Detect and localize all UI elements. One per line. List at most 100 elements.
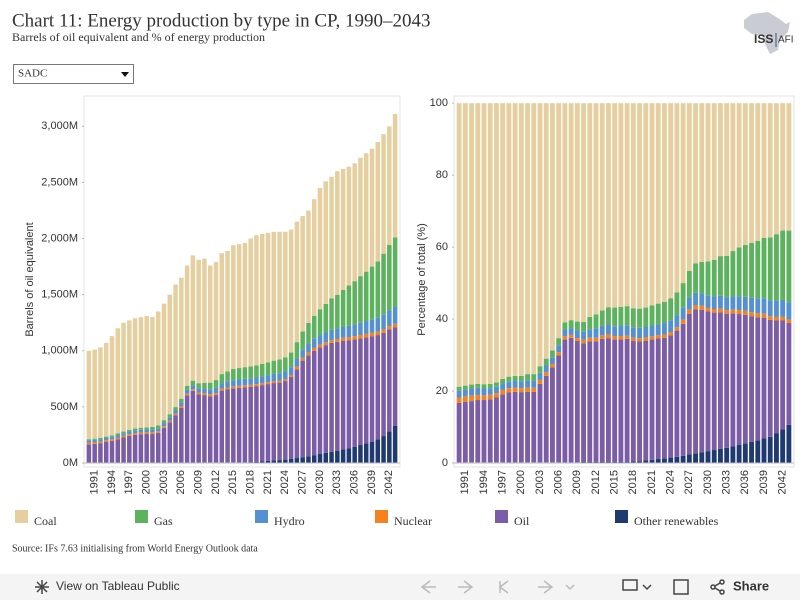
bar-segment: [512, 391, 518, 463]
bar-segment: [780, 103, 786, 231]
bar-segment: [500, 394, 506, 463]
bar-segment: [311, 347, 317, 351]
y-tick-label: 500M: [50, 401, 78, 413]
bar-segment: [109, 336, 115, 436]
bar-segment: [649, 339, 655, 460]
bar-segment: [742, 296, 748, 311]
bar-segment: [556, 345, 562, 353]
bar-segment: [173, 413, 178, 416]
bar-segment: [574, 321, 580, 331]
bar-segment: [363, 337, 369, 444]
bar-segment: [86, 439, 92, 441]
bar-segment: [668, 457, 674, 463]
bar-segment: [649, 103, 655, 306]
region-dropdown[interactable]: [13, 64, 134, 84]
bar-segment: [190, 385, 196, 390]
bar-segment: [271, 381, 277, 384]
bar-segment: [767, 300, 773, 317]
bar-segment: [568, 103, 574, 321]
x-tick-label: 2009: [571, 470, 583, 494]
bar-segment: [767, 316, 773, 320]
bar-segment: [375, 335, 381, 440]
bar-segment: [219, 374, 225, 384]
bar-segment: [668, 320, 674, 333]
bar-segment: [346, 285, 352, 326]
dropdown-arrow[interactable]: [121, 72, 129, 77]
bar-segment: [363, 153, 369, 272]
history-controls[interactable]: [420, 580, 575, 594]
bar-segment: [736, 296, 742, 311]
bar-segment: [624, 338, 630, 462]
bar-segment: [294, 458, 300, 463]
bar-segment: [231, 368, 236, 381]
bar-segment: [219, 383, 225, 389]
bar-segment: [705, 261, 711, 296]
view-on-tableau[interactable]: View on Tableau Public: [56, 579, 180, 593]
bar-segment: [213, 262, 219, 381]
bar-segment: [225, 387, 230, 390]
bar-segment: [300, 357, 305, 361]
bar-segment: [219, 388, 225, 391]
logo-map: [744, 12, 790, 54]
share-controls[interactable]: [622, 579, 725, 595]
tableau-icon[interactable]: [35, 580, 49, 594]
x-tick-label: 2030: [702, 470, 714, 494]
bar-segment: [381, 332, 386, 437]
x-tick-label: 2000: [515, 470, 527, 494]
bar-segment: [271, 373, 277, 382]
x-tick-label: 2000: [141, 470, 153, 494]
bar-segment: [283, 459, 288, 463]
bar-segment: [207, 265, 213, 383]
legend-swatch: [135, 510, 148, 523]
bar-segment: [556, 355, 562, 463]
dropdown-value[interactable]: SADC: [18, 68, 47, 80]
bar-segment: [115, 433, 121, 436]
bar-segment: [668, 332, 674, 336]
bar-segment: [329, 298, 334, 330]
bar-segment: [537, 372, 543, 380]
bar-segment: [109, 435, 115, 437]
bar-segment: [711, 103, 717, 260]
bar-segment: [352, 336, 357, 340]
bar-segment: [606, 338, 611, 462]
bar-segment: [311, 315, 317, 339]
bar-segment: [637, 308, 642, 328]
bar-segment: [456, 390, 462, 398]
bar-segment: [705, 103, 711, 262]
bar-segment: [624, 103, 630, 307]
bar-segment: [259, 383, 265, 386]
bar-segment: [525, 387, 530, 392]
bar-segment: [755, 440, 761, 463]
bar-segment: [506, 392, 512, 463]
bar-segment: [643, 307, 649, 327]
bar-segment: [674, 456, 680, 463]
bar-segment: [335, 294, 340, 329]
x-tick-label: 1997: [497, 470, 509, 494]
bar-segment: [574, 341, 580, 463]
bar-segment: [86, 440, 92, 443]
bar-segment: [138, 317, 144, 428]
share[interactable]: Share: [733, 578, 769, 593]
bar-segment: [593, 328, 599, 338]
bar-segment: [225, 389, 230, 463]
bar-segment: [462, 396, 468, 402]
bar-segment: [624, 325, 630, 336]
bar-segment: [500, 383, 506, 390]
bar-segment: [643, 337, 649, 341]
x-tick-label: 2033: [331, 470, 343, 494]
x-tick-label: 2021: [646, 470, 658, 494]
bar-segment: [780, 429, 786, 463]
bar-segment: [92, 349, 97, 439]
bar-segment: [121, 435, 126, 438]
bar-segment: [606, 324, 611, 335]
bar-segment: [363, 271, 369, 322]
bar-segment: [724, 103, 730, 256]
bar-segment: [525, 391, 530, 463]
bar-segment: [369, 266, 375, 320]
bar-segment: [306, 352, 311, 356]
bar-segment: [254, 461, 259, 463]
bar-segment: [265, 460, 271, 463]
x-tick-label: 2003: [158, 470, 170, 494]
bar-segment: [730, 446, 736, 463]
bar-segment: [749, 441, 754, 463]
